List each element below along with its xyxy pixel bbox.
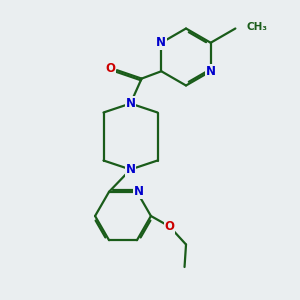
Text: N: N xyxy=(125,97,136,110)
Text: CH₃: CH₃ xyxy=(247,22,268,32)
Text: N: N xyxy=(134,185,143,198)
Text: N: N xyxy=(156,36,166,49)
Text: O: O xyxy=(105,62,116,75)
Text: O: O xyxy=(164,220,175,233)
Text: N: N xyxy=(125,163,136,176)
Text: N: N xyxy=(206,65,216,78)
